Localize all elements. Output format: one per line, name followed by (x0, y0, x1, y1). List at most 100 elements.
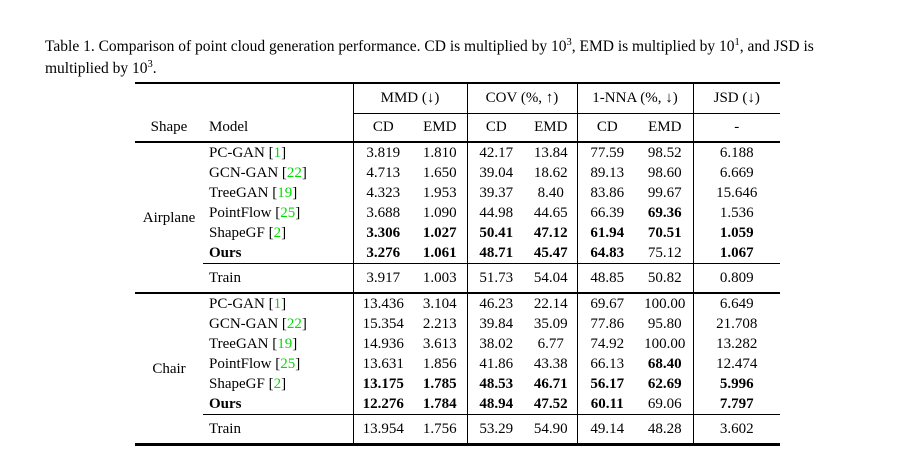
metric-value: 3.602 (692, 414, 780, 445)
metric-value: 13.84 (533, 145, 568, 161)
train-row: Train 13.954 1.756 53.29 54.90 49.14 48.28 3.60… (135, 414, 780, 445)
table-row: Chair PC-GAN [1] 13.436 3.104 46.23 22.14 69.6… (135, 292, 780, 445)
citation-link[interactable]: 2 (273, 376, 282, 392)
metric-value: 95.80 (647, 316, 682, 332)
results-table: MMD (↓) COV (%, ↑) 1-NNA (%, ↓) JSD (↓) … (135, 82, 780, 446)
caption-text: , EMD is multiplied by 10 (571, 37, 735, 55)
metric-value: 18.62 (533, 165, 568, 181)
column-header-1nna-emd: EMD (637, 113, 693, 143)
metric-value: 6.77 (537, 336, 564, 352)
metric-value: 1.810 (422, 145, 457, 161)
metric-value: 69.36 (647, 205, 682, 221)
metric-value: 35.09 (533, 316, 568, 332)
metric-value: 41.86 (466, 354, 525, 374)
metric-value: 1.756 (413, 414, 467, 445)
model-name-cell: GCN-GAN [22] (209, 316, 307, 332)
metric-group-header-row: MMD (↓) COV (%, ↑) 1-NNA (%, ↓) JSD (↓) (135, 83, 780, 114)
metric-value: 48.28 (637, 414, 693, 445)
citation-link[interactable]: 19 (277, 336, 293, 352)
metric-value: 54.90 (525, 414, 577, 445)
metric-value: 6.669 (692, 163, 780, 183)
model-name-cell: TreeGAN [19] (209, 185, 298, 201)
metric-value: 77.59 (576, 142, 637, 163)
metric-value: 100.00 (644, 336, 686, 352)
metric-value: 1.061 (422, 245, 457, 261)
metric-value: 100.00 (637, 292, 693, 314)
citation-link[interactable]: 22 (286, 165, 302, 181)
citation-link[interactable]: 22 (286, 316, 302, 332)
metric-value: 43.38 (533, 356, 568, 372)
metric-value: 39.37 (466, 183, 525, 203)
metric-value: 77.86 (576, 314, 637, 334)
metric-value: 4.323 (352, 183, 413, 203)
metric-value: 15.354 (352, 314, 413, 334)
citation-link[interactable]: 19 (277, 185, 293, 201)
model-name: PC-GAN (209, 296, 265, 312)
table-caption: Table 1. Comparison of point cloud gener… (45, 36, 867, 80)
model-name: GCN-GAN (209, 165, 279, 181)
metric-value: 15.646 (692, 183, 780, 203)
metric-value: 51.73 (466, 263, 525, 293)
metric-value: 12.276 (352, 394, 413, 415)
metric-value: 2.213 (422, 316, 457, 332)
metric-value: 44.98 (466, 203, 525, 223)
metric-value: 1.027 (422, 225, 457, 241)
metric-value: 39.84 (466, 314, 525, 334)
model-name: ShapeGF (209, 225, 265, 241)
table-row: GCN-GAN [22] 4.713 1.650 39.04 18.62 89.13 98.… (135, 163, 780, 183)
sub-header-row: Shape Model CD EMD CD EMD CD EMD - (135, 113, 780, 143)
metric-value: 74.92 (576, 334, 637, 354)
citation-link[interactable]: 25 (280, 356, 296, 372)
metric-value: 48.85 (576, 263, 637, 293)
metric-value: 56.17 (576, 374, 637, 394)
caption-text: Table 1. Comparison of point cloud gener… (45, 37, 567, 55)
model-name-cell: GCN-GAN [22] (209, 165, 307, 181)
metric-value: 3.917 (352, 263, 413, 293)
metric-value: 61.94 (576, 223, 637, 243)
metric-value: 8.40 (537, 185, 564, 201)
metric-value: 3.276 (352, 243, 413, 264)
citation-link[interactable]: 1 (273, 296, 282, 312)
metric-value: 1.059 (692, 223, 780, 243)
metric-value: 1.856 (422, 356, 457, 372)
metric-value: 5.996 (692, 374, 780, 394)
metric-value: 13.175 (352, 374, 413, 394)
citation-link[interactable]: 25 (280, 205, 296, 221)
shape-label: Chair (135, 292, 203, 445)
caption-superscript: 3 (147, 58, 153, 70)
column-header-cov-cd: CD (466, 113, 525, 143)
metric-value: 13.436 (352, 292, 413, 314)
metric-value: 1.090 (422, 205, 457, 221)
metric-value: 3.306 (352, 223, 413, 243)
caption-text: , and JSD is multiplied by 10 (45, 37, 814, 77)
caption-superscript: 3 (566, 36, 572, 48)
metric-value: 42.17 (466, 142, 525, 163)
caption-text: . (152, 59, 157, 77)
model-name-cell: PC-GAN [1] (209, 145, 287, 161)
metric-value: 39.04 (466, 163, 525, 183)
column-header-model: Model (203, 113, 353, 143)
column-header-cov-emd: EMD (525, 113, 577, 143)
model-name: TreeGAN (209, 336, 269, 352)
metric-value: 48.94 (466, 394, 525, 415)
metric-value: 48.53 (466, 374, 525, 394)
table-row: PointFlow [25] 3.688 1.090 44.98 44.65 66.39 6… (135, 203, 780, 223)
citation-link[interactable]: 1 (273, 145, 282, 161)
metric-value: 53.29 (466, 414, 525, 445)
table-row: ShapeGF [2] 3.306 1.027 50.41 47.12 61.94 70.5… (135, 223, 780, 243)
metric-value: 3.613 (422, 336, 457, 352)
corner-cell (135, 83, 353, 114)
citation-link[interactable]: 2 (273, 225, 282, 241)
model-name-cell: TreeGAN [19] (209, 336, 298, 352)
model-name-cell: ShapeGF [2] (209, 376, 287, 392)
metric-value: 69.06 (647, 396, 682, 412)
metric-value: 46.23 (466, 292, 525, 314)
metric-value: 1.784 (422, 396, 457, 412)
metric-value: 89.13 (576, 163, 637, 183)
metric-value: 6.188 (692, 142, 780, 163)
metric-value: 54.04 (525, 263, 577, 293)
column-header-mmd-emd: EMD (413, 113, 467, 143)
shape-label: Airplane (142, 209, 196, 226)
column-group-cov: COV (%, ↑) (466, 83, 577, 114)
